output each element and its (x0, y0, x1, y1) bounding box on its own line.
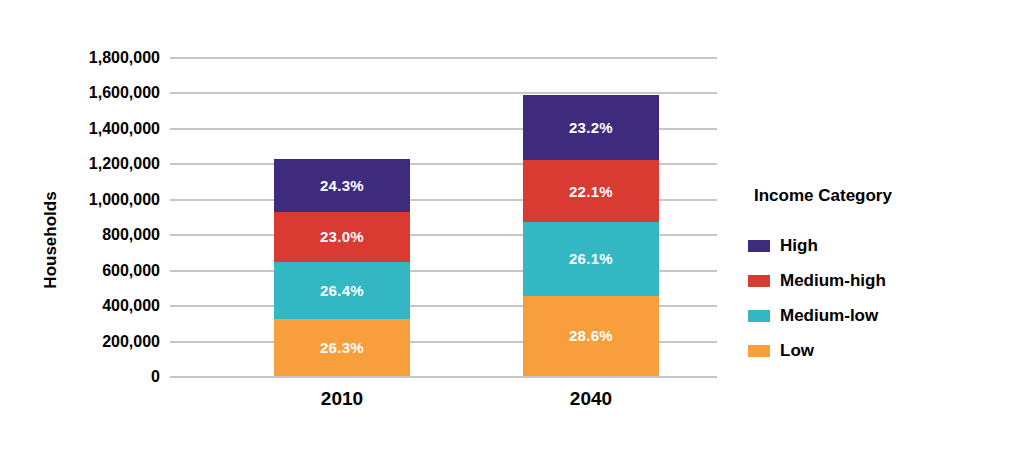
y-tick-label: 600,000 (102, 261, 160, 281)
legend-label: Medium-low (780, 306, 878, 326)
y-tick-label: 1,600,000 (89, 83, 160, 103)
y-tick-label: 800,000 (102, 225, 160, 245)
segment-high-2040: 23.2% (523, 95, 659, 160)
y-axis-tick-labels: 0 200,000 400,000 600,000 800,000 1,000,000 1,… (0, 0, 160, 459)
legend-swatch-icon (748, 240, 770, 252)
plot-area: 24.3%23.0%26.4%26.3% 23.2%22.1%26.1%28.6% (170, 58, 717, 377)
y-tick-label: 400,000 (102, 296, 160, 316)
segment-medium-low-2040: 26.1% (523, 222, 659, 295)
x-tick-label-2040: 2040 (570, 388, 612, 410)
bar-2010: 24.3%23.0%26.4%26.3% (274, 159, 410, 376)
segment-low-2010: 26.3% (274, 319, 410, 376)
legend: Income Category High Medium-high Medium-lo… (748, 186, 998, 376)
segment-low-2040: 28.6% (523, 296, 659, 376)
bar-2040: 23.2%22.1%26.1%28.6% (523, 95, 659, 376)
segment-medium-high-2040: 22.1% (523, 160, 659, 222)
legend-swatch-icon (748, 310, 770, 322)
segment-high-2010: 24.3% (274, 159, 410, 212)
x-tick-label-2010: 2010 (321, 388, 363, 410)
y-tick-label: 1,000,000 (89, 190, 160, 210)
gridline (170, 376, 717, 378)
stacked-bar-chart: Households 0200,000400,000600,000800,000… (0, 0, 1020, 459)
y-tick-label: 0 (151, 367, 160, 387)
legend-item-low: Low (748, 343, 814, 359)
y-tick-label: 1,400,000 (89, 119, 160, 139)
legend-item-medium-low: Medium-low (748, 308, 878, 324)
y-tick-label: 1,200,000 (89, 154, 160, 174)
legend-label: Low (780, 341, 814, 361)
legend-item-high: High (748, 238, 818, 254)
segment-medium-high-2010: 23.0% (274, 212, 410, 262)
y-tick-label: 200,000 (102, 332, 160, 352)
gridline (170, 57, 717, 59)
legend-title: Income Category (754, 186, 892, 206)
legend-item-medium-high: Medium-high (748, 273, 886, 289)
legend-swatch-icon (748, 345, 770, 357)
legend-label: Medium-high (780, 271, 886, 291)
segment-medium-low-2010: 26.4% (274, 262, 410, 319)
y-tick-label: 1,800,000 (89, 48, 160, 68)
legend-swatch-icon (748, 275, 770, 287)
legend-label: High (780, 236, 818, 256)
